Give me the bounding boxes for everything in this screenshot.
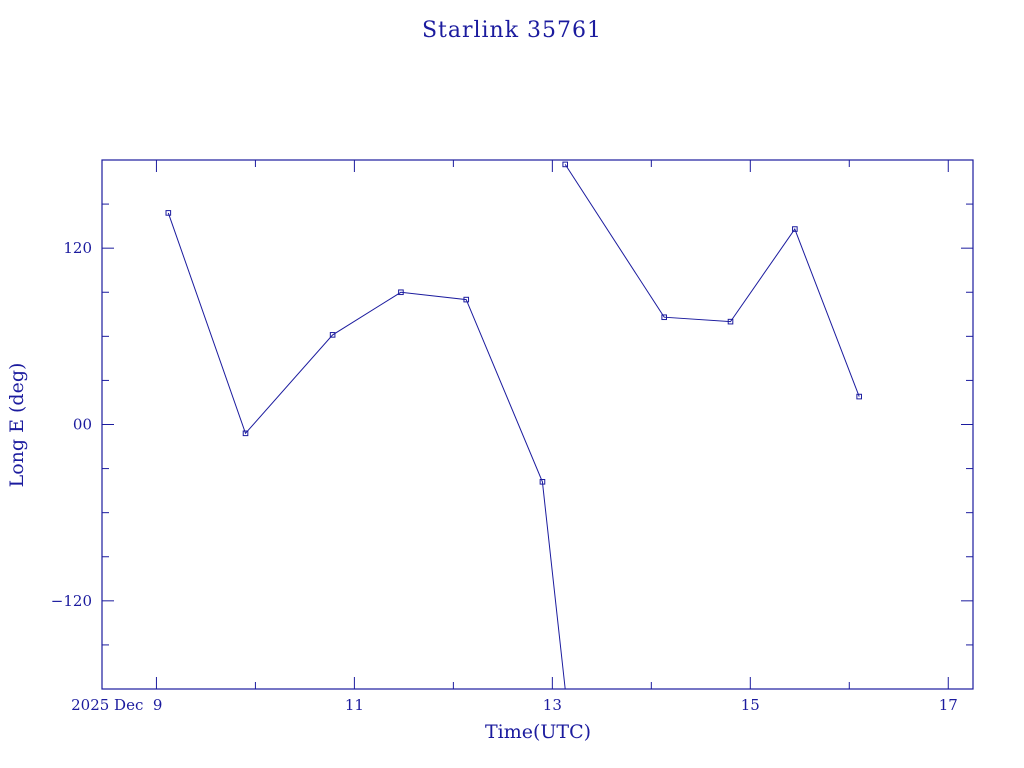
x-tick-label: 17 <box>939 696 958 714</box>
x-axis-label: Time(UTC) <box>485 721 591 743</box>
y-tick-label: −120 <box>51 592 92 610</box>
data-point <box>539 479 546 485</box>
data-point <box>727 318 734 325</box>
data-point <box>792 226 798 232</box>
plot-frame <box>101 159 974 690</box>
x-tick-label: 2025 Dec 9 <box>71 696 162 714</box>
data-point <box>398 289 404 296</box>
series-line <box>564 164 860 397</box>
data-point <box>562 161 569 168</box>
y-tick-label: 120 <box>63 239 92 257</box>
data-point <box>856 393 862 400</box>
y-tick-label: 00 <box>73 416 92 434</box>
x-tick-label: 15 <box>741 696 760 714</box>
x-axis: 2025 Dec 9 11 13 15 17 <box>71 160 958 714</box>
series <box>165 161 862 690</box>
data-point <box>661 314 667 321</box>
x-tick-label: 13 <box>543 696 562 714</box>
x-tick-label: 11 <box>345 696 364 714</box>
data-point <box>165 210 172 216</box>
data-point <box>242 430 249 437</box>
y-axis-label: Long E (deg) <box>6 363 28 488</box>
chart-title: Starlink 35761 <box>422 18 602 43</box>
data-point <box>463 296 470 303</box>
series-line <box>167 212 566 690</box>
data-point <box>329 332 336 338</box>
y-axis: 120 00 −120 <box>51 203 973 646</box>
